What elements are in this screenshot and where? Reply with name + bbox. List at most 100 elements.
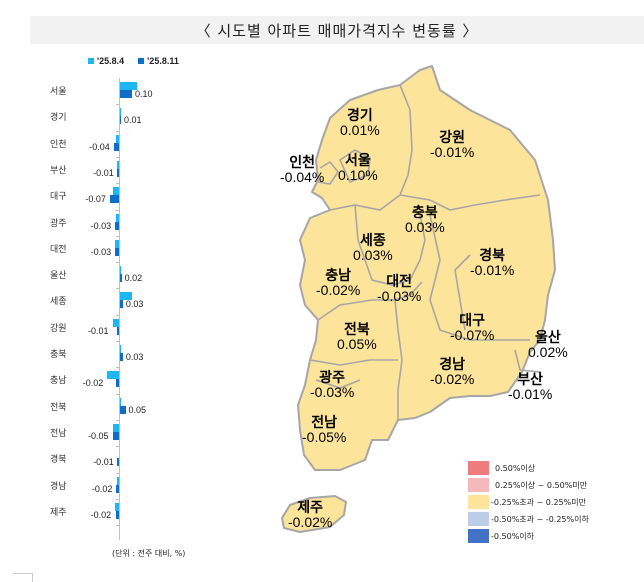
category-label: 광주	[50, 218, 67, 229]
region-name: 전남	[311, 414, 338, 430]
map-legend-label: 0.50%이상	[495, 463, 536, 473]
bar-current-week	[112, 431, 119, 440]
legend-swatch-yellow	[468, 495, 489, 509]
region-name: 광주	[319, 369, 346, 385]
axis-tick	[116, 472, 119, 474]
region-label: 서울 0.10%	[338, 153, 378, 182]
region-name: 대구	[459, 312, 486, 328]
bar-prev-week	[116, 213, 119, 222]
region-value: 0.02%	[528, 343, 568, 360]
region-value: -0.05%	[302, 428, 347, 445]
map-legend: 0.50%이상 0.25%이상 ~ 0.50%미만 -0.25%초과 ~ 0.2…	[468, 460, 589, 545]
region-label: 대구 -0.07%	[450, 313, 494, 342]
bar-current-week	[116, 379, 119, 388]
legend-swatch-current	[138, 58, 145, 64]
data-label: 0.03	[125, 352, 144, 362]
bar-prev-week	[119, 82, 138, 90]
axis-tick	[116, 367, 119, 369]
region-name: 충남	[325, 267, 352, 283]
data-label: 0.05	[128, 404, 147, 415]
region-label: 세종 0.03%	[353, 233, 393, 262]
legend-label-prev: '25.8.4	[97, 56, 125, 66]
data-label: 0.03	[125, 299, 144, 310]
legend-swatch-red	[468, 461, 489, 475]
region-label: 광주 -0.03%	[310, 370, 354, 399]
bar-prev-week	[119, 397, 121, 406]
legend-item-current-week: '25.8.11	[138, 56, 179, 66]
data-label: -0.01	[93, 167, 114, 178]
category-label: 부산	[50, 165, 67, 176]
region-value: 0.03%	[353, 246, 393, 263]
axis-tick	[116, 156, 119, 158]
bar-prev-week	[107, 371, 119, 380]
legend-swatch-prev	[88, 58, 94, 64]
region-value: 0.01%	[340, 121, 380, 138]
axis-tick	[116, 341, 119, 342]
map-legend-label: -0.50%이하	[491, 531, 535, 541]
region-value: -0.01%	[508, 385, 553, 402]
category-label: 전남	[50, 428, 67, 439]
bar-current-week	[119, 90, 132, 98]
bar-prev-week	[117, 476, 119, 485]
region-value: 0.03%	[405, 218, 445, 235]
region-label: 경기 0.01%	[340, 108, 380, 137]
region-value: 0.10%	[338, 166, 378, 183]
bar-current-week	[115, 221, 119, 230]
region-label: 대전 -0.03%	[377, 274, 421, 303]
data-label: -0.02	[90, 509, 112, 520]
region-value: -0.02%	[288, 513, 333, 530]
map-legend-label: 0.25%이상 ~ 0.50%미만	[495, 480, 588, 490]
region-name: 인천	[289, 154, 316, 170]
region-name: 충북	[411, 204, 438, 220]
category-label: 대전	[50, 244, 67, 255]
map-legend-item: -0.25%초과 ~ 0.25%미만	[468, 494, 589, 510]
region-name: 강원	[439, 129, 466, 145]
region-label: 부산 -0.01%	[508, 372, 552, 401]
region-value: -0.01%	[470, 261, 515, 278]
category-label: 세종	[50, 297, 67, 308]
bar-prev-week	[115, 239, 119, 248]
map-legend-label: -0.25%초과 ~ 0.25%미만	[491, 497, 586, 507]
category-label: 충북	[50, 350, 67, 360]
series-legend: '25.8.4 '25.8.11	[88, 56, 179, 66]
axis-tick	[116, 209, 119, 211]
region-value: -0.04%	[280, 168, 325, 185]
category-label: 대구	[50, 192, 67, 203]
bar-prev-week	[119, 266, 121, 275]
category-label: 서울	[50, 87, 67, 97]
data-label: -0.03	[90, 220, 112, 231]
region-name: 경기	[346, 107, 373, 123]
axis-tick	[116, 235, 119, 237]
axis-tick	[116, 314, 119, 316]
data-label: 0.02	[124, 273, 143, 284]
data-label: 0.10	[135, 89, 153, 99]
region-name: 제주	[297, 499, 324, 515]
legend-item-prev-week: '25.8.4	[88, 56, 124, 66]
region-label: 경북 -0.01%	[470, 248, 514, 277]
region-name: 경북	[479, 247, 506, 263]
region-label: 충남 -0.02%	[316, 268, 360, 297]
region-name: 서울	[344, 152, 371, 168]
region-value: -0.03%	[310, 383, 355, 400]
category-label: 경기	[50, 113, 67, 124]
category-label: 인천	[50, 139, 67, 150]
region-value: -0.03%	[377, 287, 422, 304]
region-label: 전북 0.05%	[337, 322, 377, 351]
category-label: 강원	[50, 323, 67, 334]
category-label: 제주	[50, 507, 67, 518]
category-label: 충남	[50, 376, 67, 387]
region-name: 세종	[359, 232, 386, 248]
map-legend-item: -0.50%이하	[468, 528, 589, 544]
bar-current-week	[117, 168, 119, 177]
legend-swatch-lightblue	[468, 512, 489, 526]
bar-current-week	[115, 247, 119, 256]
region-value: -0.07%	[450, 326, 495, 343]
bar-current-week	[117, 458, 119, 467]
bar-prev-week	[112, 318, 119, 327]
bar-prev-week	[115, 502, 119, 511]
bar-prev-week	[116, 134, 119, 143]
axis-tick	[116, 130, 119, 132]
map-legend-item: 0.50%이상	[468, 460, 589, 476]
region-label: 경남 -0.02%	[430, 357, 474, 386]
bar-prev-week	[112, 187, 119, 196]
